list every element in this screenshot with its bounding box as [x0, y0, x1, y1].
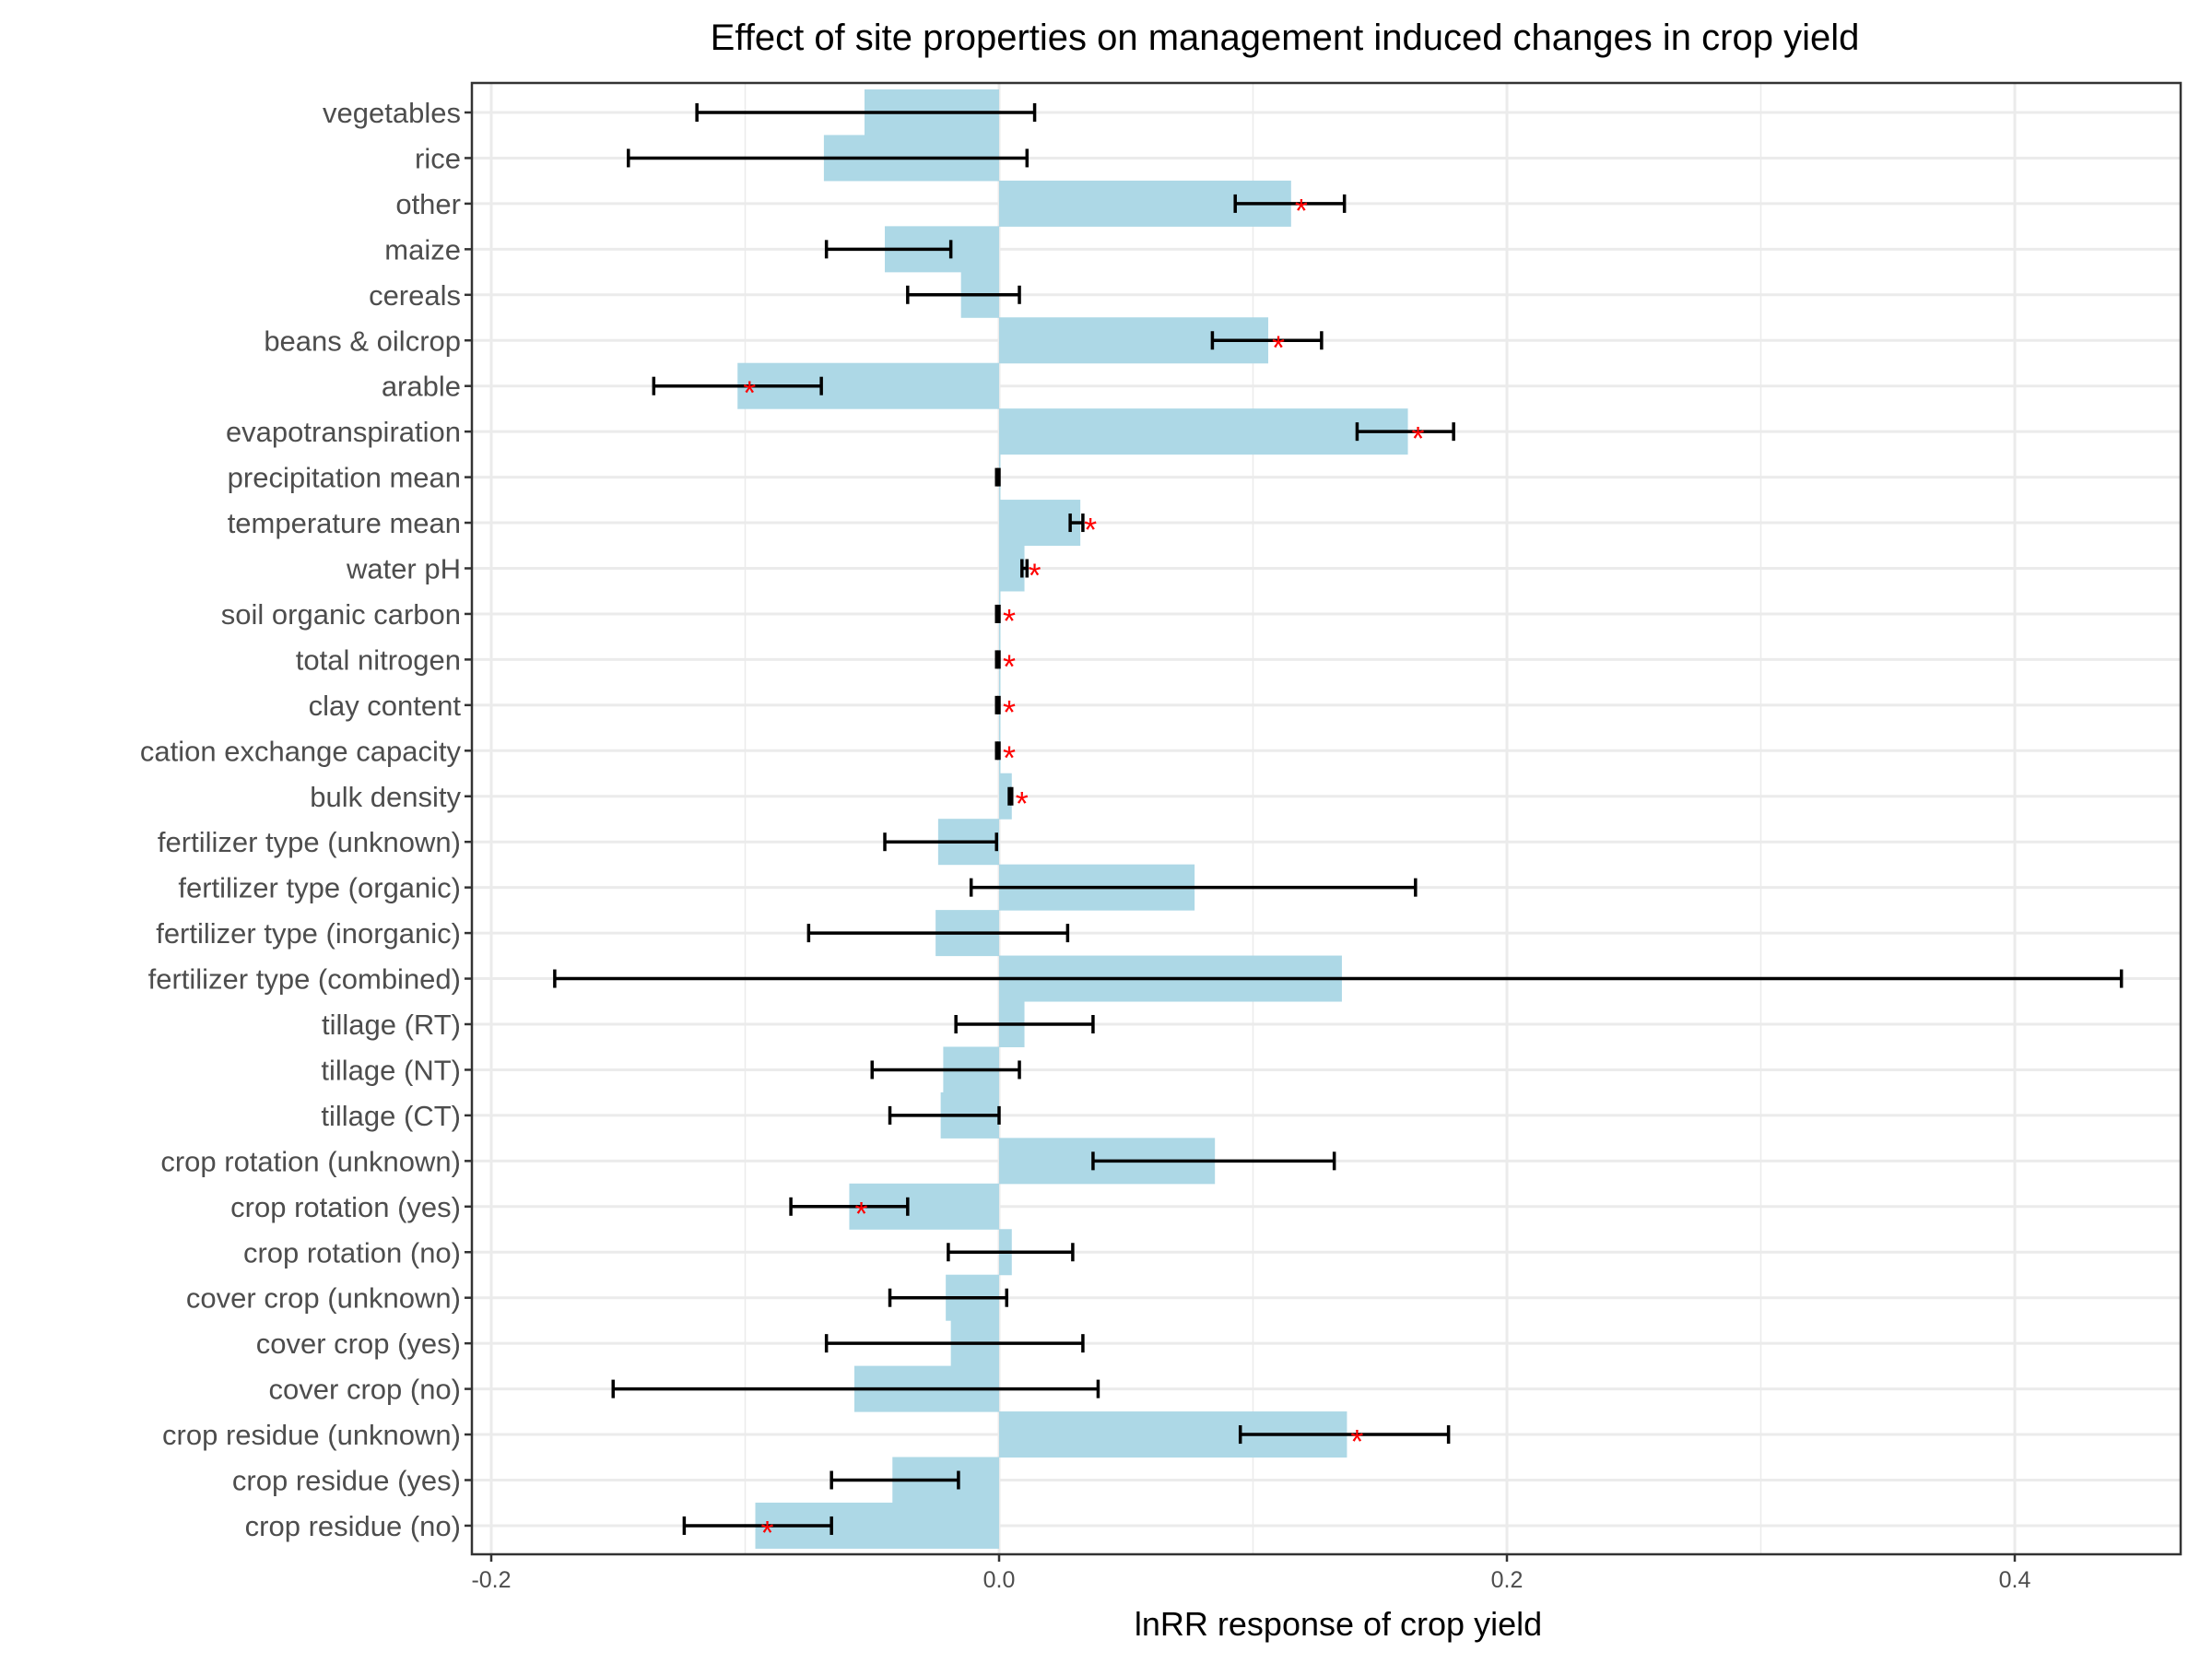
significance-star: * — [1272, 328, 1285, 366]
error-bar — [553, 969, 2124, 988]
significance-star: * — [1412, 419, 1425, 457]
error-bar — [1007, 786, 1014, 806]
significance-star: * — [1016, 785, 1029, 822]
bar — [999, 545, 1025, 592]
panel-border — [470, 81, 2183, 1556]
significance-star: * — [1003, 602, 1016, 640]
error-bar — [627, 148, 1030, 168]
error-bar — [1091, 1151, 1336, 1171]
category-label: cover crop (unknown) — [186, 1282, 461, 1315]
category-label: crop residue (unknown) — [162, 1419, 461, 1451]
error-bar — [994, 695, 1001, 714]
category-label: cereals — [369, 279, 461, 312]
category-label: tillage (CT) — [321, 1100, 461, 1132]
error-bar — [994, 604, 1001, 623]
category-label: crop residue (yes) — [232, 1465, 461, 1497]
error-bar — [830, 1470, 960, 1490]
significance-star: * — [743, 374, 756, 412]
x-tick-label: 0.0 — [983, 1567, 1016, 1593]
error-bar — [652, 376, 823, 395]
error-bar — [888, 1288, 1009, 1307]
error-bar — [994, 650, 1001, 669]
category-label: vegetables — [323, 97, 461, 129]
category-label: soil organic carbon — [221, 598, 461, 631]
chart-title: Effect of site properties on management … — [711, 18, 1860, 58]
error-bar — [1210, 331, 1324, 350]
error-bar — [1020, 559, 1030, 578]
x-tick-label: -0.2 — [471, 1567, 511, 1593]
category-label: cover crop (no) — [269, 1374, 461, 1406]
significance-star: * — [1003, 738, 1016, 776]
error-bar — [888, 1105, 1001, 1125]
x-tick-label: 0.4 — [1999, 1567, 2031, 1593]
category-label: crop residue (no) — [245, 1510, 461, 1542]
significance-star: * — [854, 1195, 867, 1233]
error-bar — [994, 467, 1001, 487]
category-label: tillage (RT) — [322, 1009, 461, 1041]
category-label: rice — [415, 142, 461, 174]
bar — [999, 500, 1081, 547]
error-bar — [1233, 194, 1347, 213]
panel-background — [472, 83, 2181, 1554]
category-label: fertilizer type (inorganic) — [156, 917, 461, 950]
error-bar — [611, 1379, 1100, 1398]
error-bar — [994, 741, 1001, 761]
significance-star: * — [1029, 557, 1041, 595]
category-label: other — [395, 188, 461, 220]
category-label: water pH — [346, 553, 461, 585]
category-label: cover crop (yes) — [256, 1328, 461, 1360]
significance-star: * — [1295, 192, 1308, 230]
significance-star: * — [1350, 1422, 1363, 1460]
error-bar — [947, 1243, 1075, 1262]
bar — [999, 408, 1408, 455]
category-label: total nitrogen — [296, 643, 461, 676]
category-label: crop rotation (yes) — [230, 1191, 461, 1223]
category-label: beans & oilcrop — [264, 325, 461, 357]
error-bar — [806, 924, 1070, 943]
error-bar — [824, 240, 953, 259]
category-label: evapotranspiration — [226, 416, 461, 448]
x-tick-label: 0.2 — [1491, 1567, 1524, 1593]
category-label: precipitation mean — [228, 462, 461, 494]
category-label: fertilizer type (unknown) — [158, 826, 461, 858]
category-label: fertilizer type (organic) — [178, 872, 461, 904]
error-bar — [1068, 513, 1085, 533]
category-label: crop rotation (no) — [243, 1236, 461, 1269]
category-label: clay content — [309, 690, 462, 722]
error-bar — [824, 1334, 1085, 1353]
category-label: temperature mean — [228, 507, 461, 539]
error-bar — [969, 878, 1418, 897]
error-bar — [954, 1015, 1095, 1033]
significance-star: * — [1003, 647, 1016, 685]
error-bar — [906, 285, 1021, 304]
category-label: fertilizer type (combined) — [148, 963, 461, 996]
category-label: cation exchange capacity — [140, 735, 462, 767]
significance-star: * — [761, 1514, 774, 1552]
error-bar — [870, 1060, 1021, 1080]
category-label: bulk density — [310, 781, 461, 813]
error-bar — [789, 1197, 910, 1216]
category-label: tillage (NT) — [321, 1054, 461, 1086]
error-bar — [1355, 422, 1455, 442]
error-bar — [1238, 1425, 1451, 1445]
error-bar — [682, 1516, 833, 1535]
significance-star: * — [1003, 693, 1016, 731]
category-label: crop rotation (unknown) — [160, 1145, 461, 1177]
significance-star: * — [1084, 511, 1097, 549]
error-bar — [695, 103, 1037, 122]
category-label: maize — [384, 233, 461, 266]
error-bar — [883, 832, 998, 852]
bar — [999, 773, 1012, 820]
category-label: arable — [382, 371, 461, 403]
x-axis-label: lnRR response of crop yield — [1135, 1605, 1542, 1643]
plot-area: **************vegetablesriceothermaizece… — [140, 81, 2183, 1593]
